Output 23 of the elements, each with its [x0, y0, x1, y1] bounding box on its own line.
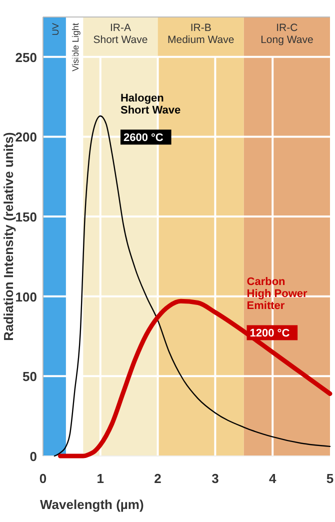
- annotation: 1200 °C: [250, 328, 290, 340]
- band-label: IR-B Medium Wave: [167, 22, 234, 46]
- x-tick-label: 1: [96, 471, 104, 486]
- band-label: IR-C Long Wave: [260, 22, 314, 46]
- y-axis-title: Radiation Intensity (relative units): [1, 132, 16, 341]
- band-label: UV: [50, 23, 60, 36]
- y-tick-label: 50: [22, 369, 37, 384]
- y-tick-label: 150: [15, 210, 37, 225]
- y-tick-label: 250: [15, 50, 37, 65]
- x-axis-title: Wavelength (µm): [40, 497, 144, 512]
- x-tick-label: 2: [154, 471, 162, 486]
- x-tick-label: 3: [212, 471, 219, 486]
- y-tick-label: 100: [15, 289, 37, 304]
- annotation: 2600 °C: [123, 132, 164, 144]
- band-label: IR-A Short Wave: [93, 22, 148, 46]
- line-series: [54, 115, 331, 457]
- series-label: Halogen Short Wave: [120, 92, 181, 117]
- line-series: [58, 298, 332, 458]
- x-tick-label: 5: [326, 471, 334, 486]
- y-tick-label: 0: [30, 449, 37, 464]
- x-tick-label: 0: [39, 471, 47, 486]
- y-tick-label: 200: [15, 130, 37, 145]
- x-tick-label: 4: [268, 471, 277, 486]
